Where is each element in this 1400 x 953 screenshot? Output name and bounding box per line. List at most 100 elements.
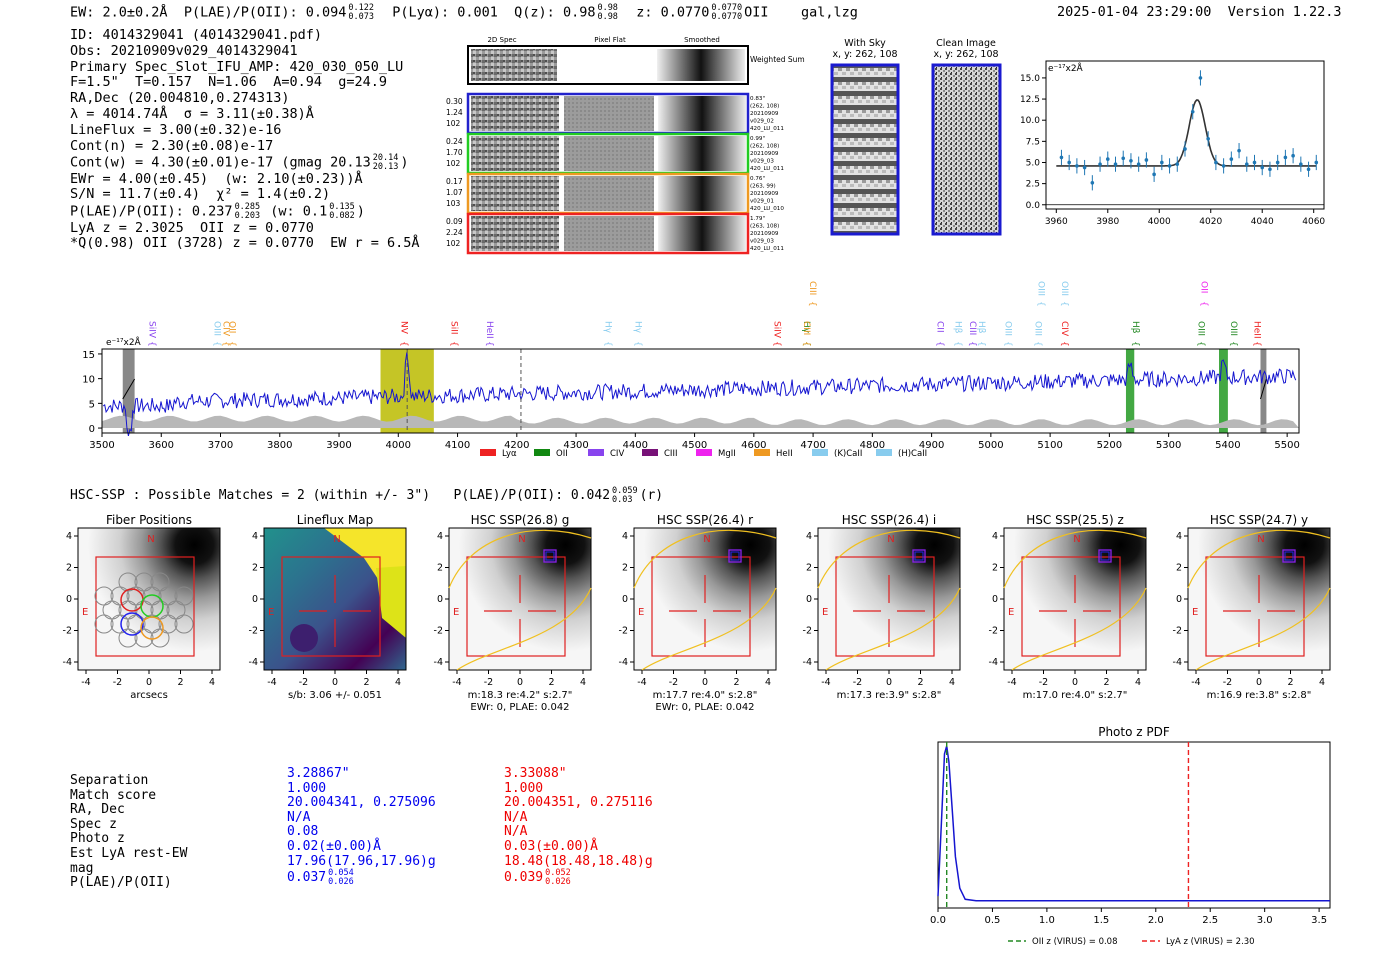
match-label: P(LAE)/P(OII) <box>70 875 172 891</box>
spectral-line-label: OIII <box>212 321 222 336</box>
z-line: OII <box>744 4 769 21</box>
zoom-point <box>1299 162 1303 166</box>
hsc-panel: Fiber Positions N E -4 -4 -2 -2 0 0 2 2 4 4 arcsecs <box>63 513 221 701</box>
spectral-line-brace: { <box>801 341 811 347</box>
pdf-xtick-label: 2.0 <box>1148 915 1164 926</box>
spectral-line-brace: { <box>1032 341 1042 347</box>
cutout-left-value: 102 <box>446 119 461 128</box>
hsc-ytick-label: 4 <box>1176 531 1182 542</box>
col-smoothed: Smoothed <box>684 36 720 44</box>
hsc-panel: HSC SSP(26.4) r N E -4 -4 -2 -2 0 0 2 2 4 4 m:17.7 re… <box>619 513 777 713</box>
zoom-xtick-label: 3960 <box>1045 217 1068 227</box>
hsc-xtick-label: -2 <box>1039 677 1048 688</box>
spectral-line-brace: { <box>801 341 811 347</box>
zoom-point <box>1183 147 1187 151</box>
zoom-point <box>1090 180 1095 185</box>
hsc-ytick-label: -2 <box>1173 626 1182 637</box>
ellipse-aperture <box>633 529 777 589</box>
spectrum-frame <box>101 348 1300 434</box>
hsc-ytick-label: -4 <box>1173 657 1182 668</box>
match-label: Spec z <box>70 816 117 832</box>
zoom-point <box>1075 164 1079 168</box>
cutout-row: 0.24 1.70 102 0.99" (262, 108)20210909 v029_0… <box>446 132 784 175</box>
cutout-right-value: 420_LU_011 <box>750 246 784 252</box>
match-marker <box>1098 549 1112 563</box>
hsc-ytick-label: 0 <box>806 594 812 605</box>
spectral-line-brace: { <box>1003 341 1013 347</box>
spectral-line-label: OIII <box>1228 321 1238 336</box>
pdf-xtick-label: 1.5 <box>1093 915 1109 926</box>
spectral-line-label: CIV <box>1059 321 1069 337</box>
hsc-panel-title: HSC SSP(26.4) r <box>657 513 753 527</box>
zoom-xtick-label: 4020 <box>1199 217 1222 227</box>
spectral-line-label: CIII <box>967 321 977 335</box>
cutout-right-value: v029_03 <box>750 239 774 245</box>
spectrum-xtick-label: 4600 <box>741 440 766 451</box>
hsc-xtick-label: 4 <box>1135 677 1141 688</box>
aperture-box <box>1205 556 1305 657</box>
match-marker-inner <box>1284 551 1294 561</box>
zoom-point <box>1105 157 1110 161</box>
fiber-circle <box>174 586 194 606</box>
hsc-panel-title: HSC SSP(25.5) z <box>1026 513 1124 527</box>
spectrum-xtick-label: 5400 <box>1215 440 1240 451</box>
zoom-point <box>1221 164 1226 168</box>
aperture-box <box>651 556 751 657</box>
aperture-box <box>835 556 935 657</box>
spectral-line-brace: { <box>632 341 642 347</box>
spectral-line-brace: { <box>1198 301 1208 307</box>
zoom-point <box>1160 160 1164 165</box>
pdf-title: Photo z PDF <box>1098 725 1170 739</box>
hsc-xtick-label: -2 <box>1223 677 1232 688</box>
zoom-ytick-label: 2.5 <box>1026 180 1040 190</box>
hsc-ytick-label: 2 <box>806 563 812 574</box>
spectrum-xtick-label: 4100 <box>445 440 470 451</box>
north-label: N <box>518 534 525 545</box>
east-label: E <box>822 607 828 618</box>
info-id: ID: 4014329041 (4014329041.pdf) <box>70 27 322 43</box>
hsc-ytick-label: 2 <box>622 563 628 574</box>
spectral-line-label: NV <box>398 321 408 335</box>
legend-swatch <box>696 449 712 456</box>
cutout-right-value: 20210909 <box>750 151 779 157</box>
match-blue-column: 3.28867" 1.000 20.004341, 0.275096 N/A 0.08 0… <box>287 766 436 887</box>
hsc-xtick-label: 4 <box>209 677 215 688</box>
spectral-line-brace: { <box>772 341 782 347</box>
zoom-point <box>1283 155 1288 160</box>
north-label: N <box>703 534 710 545</box>
legend-swatch <box>642 449 658 456</box>
cutout-right-value: 0.83" <box>750 96 765 102</box>
full-spectrum-chart: e⁻¹⁷x2Å 3500 3600 3700 3800 3900 4000 4100 4200… <box>82 281 1300 459</box>
hsc-xtick-label: -2 <box>113 677 122 688</box>
hsc-cutout-panels: Fiber Positions N E -4 -4 -2 -2 0 0 2 2 4 4 arcsecs Li… <box>63 513 1331 713</box>
weighted-label: Weighted Sum <box>750 55 805 64</box>
north-label: N <box>1073 534 1080 545</box>
pdf-legend-label: LyA z (VIRUS) = 2.30 <box>1166 937 1255 947</box>
hsc-ytick-label: -2 <box>249 626 258 637</box>
spectral-line-label: Hβ <box>976 321 986 334</box>
with-sky-title: With Sky x, y: 262, 108 <box>832 38 898 60</box>
spectral-cutouts: 2D Spec Pixel Flat Smoothed Weighted Sum… <box>446 36 805 255</box>
legend-label: HeII <box>776 449 793 459</box>
zoom-point <box>1214 160 1218 165</box>
zoom-point <box>1175 162 1180 166</box>
ellipse-aperture <box>825 587 961 671</box>
hsc-xtick-label: 0 <box>886 677 892 688</box>
match-label: Separation <box>70 773 149 788</box>
ellipse-aperture <box>456 587 592 671</box>
legend-label: (H)CaII <box>898 449 927 459</box>
spectral-line-brace: { <box>484 341 494 347</box>
spectrum-mask-hatch <box>1260 378 1267 400</box>
match-value: 3.33088" <box>504 766 567 781</box>
spectrum-xtick-label: 4900 <box>919 440 944 451</box>
spectrum-error-band <box>102 415 1299 429</box>
spectrum-xtick-label: 4800 <box>860 440 885 451</box>
zoom-point <box>1144 158 1149 162</box>
ellipse-aperture <box>1195 587 1331 671</box>
match-marker <box>912 549 926 563</box>
spectrum-xtick-label: 4500 <box>682 440 707 451</box>
cutout-flat <box>564 176 654 211</box>
match-value: N/A <box>287 809 311 825</box>
fiber-circle <box>174 614 194 634</box>
match-value: 0.037 0.054 0.026 <box>287 868 354 887</box>
